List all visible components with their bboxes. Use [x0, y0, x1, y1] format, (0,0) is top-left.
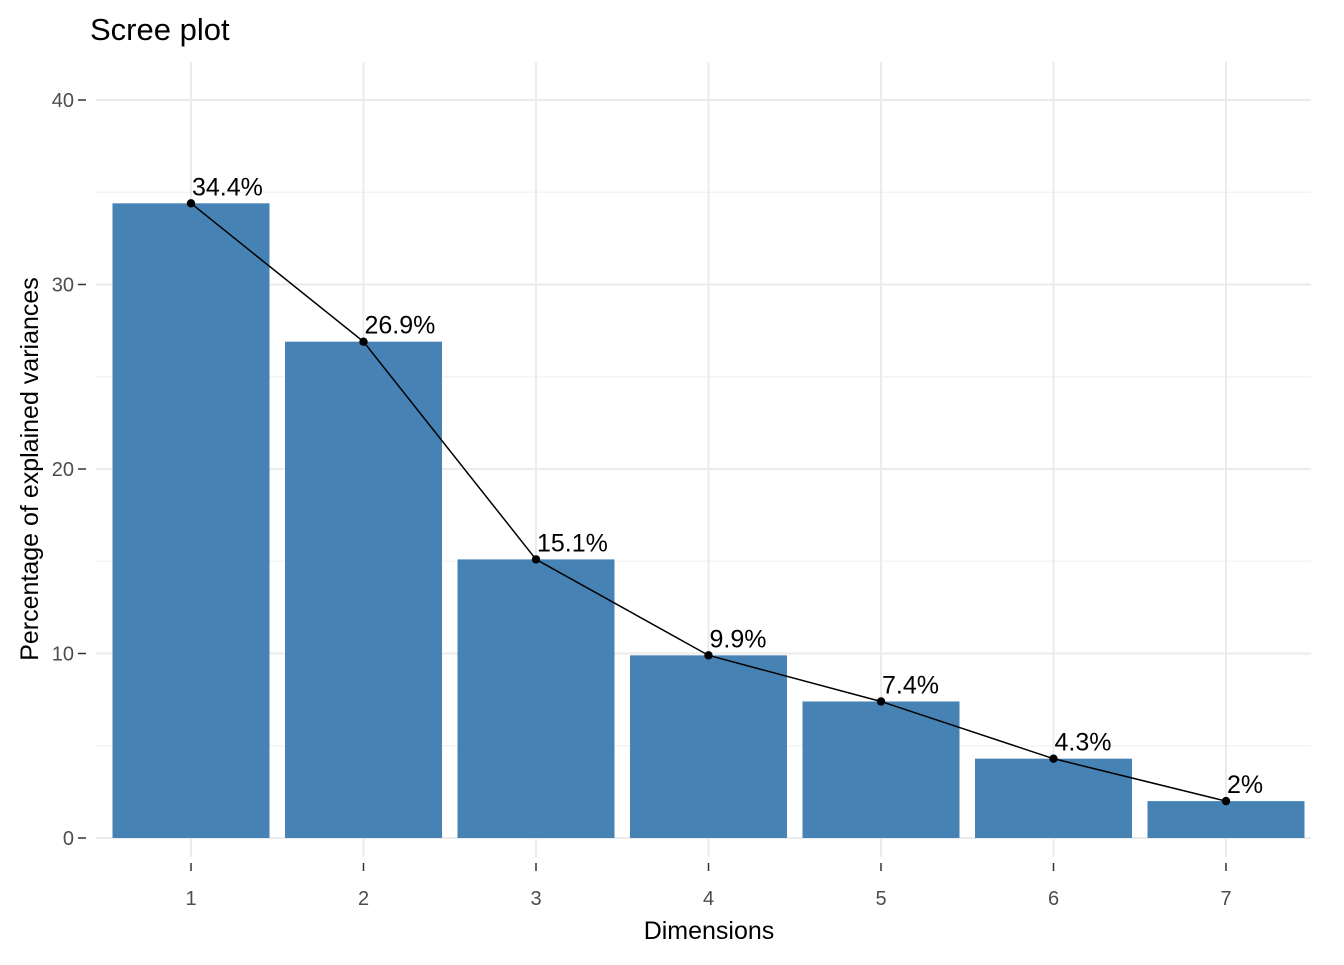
x-axis-title: Dimensions — [644, 917, 775, 945]
line-layer — [186, 199, 1231, 806]
y-axis-title: Percentage of explained variances — [16, 277, 44, 661]
data-label: 9.9% — [710, 625, 767, 653]
y-tick-label: 40 — [52, 90, 74, 112]
chart-title: Scree plot — [90, 12, 230, 47]
data-label: 7.4% — [882, 671, 939, 699]
data-point — [1221, 796, 1231, 806]
bar — [112, 203, 270, 838]
label-layer: 34.4% 26.9% 15.1% 9.9% 7.4% 4.3% 2% — [192, 173, 1263, 799]
bar — [802, 701, 960, 838]
data-label: 34.4% — [192, 173, 263, 201]
x-tick-label: 4 — [703, 888, 714, 910]
data-label: 15.1% — [537, 529, 608, 557]
x-tick-label: 2 — [358, 888, 369, 910]
bars-layer — [112, 203, 1305, 838]
bar — [630, 655, 787, 838]
data-point — [876, 697, 886, 706]
y-tick-label: 30 — [52, 275, 74, 297]
data-label: 4.3% — [1055, 729, 1112, 757]
bar — [457, 559, 615, 838]
x-tick-label: 5 — [875, 888, 886, 910]
bar — [975, 758, 1132, 838]
axis-layer: 0 10 20 30 40 1 2 3 4 5 6 7 — [52, 90, 1232, 910]
x-tick-label: 1 — [185, 888, 196, 910]
data-point — [186, 199, 196, 208]
y-tick-label: 0 — [63, 828, 74, 850]
bar — [285, 341, 442, 838]
data-point — [1049, 754, 1058, 763]
data-label: 2% — [1227, 771, 1263, 799]
data-point — [531, 555, 541, 564]
data-label: 26.9% — [365, 312, 436, 340]
y-tick-label: 20 — [52, 459, 74, 481]
data-point — [359, 337, 368, 346]
y-tick-label: 10 — [52, 644, 74, 666]
bar — [1147, 801, 1305, 838]
x-tick-label: 6 — [1048, 888, 1059, 910]
x-tick-label: 7 — [1220, 888, 1231, 910]
x-tick-label: 3 — [530, 888, 541, 910]
data-point — [704, 651, 713, 660]
